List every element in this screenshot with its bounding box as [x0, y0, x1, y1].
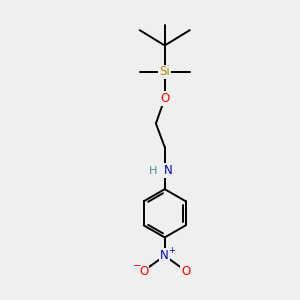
Text: H: H: [149, 166, 158, 176]
Text: N: N: [160, 249, 169, 262]
Text: O: O: [139, 265, 148, 278]
Text: +: +: [168, 246, 175, 255]
Text: O: O: [160, 92, 169, 105]
Text: N: N: [164, 164, 172, 177]
Text: O: O: [181, 265, 190, 278]
Text: −: −: [133, 261, 141, 271]
Text: Si: Si: [159, 65, 170, 79]
